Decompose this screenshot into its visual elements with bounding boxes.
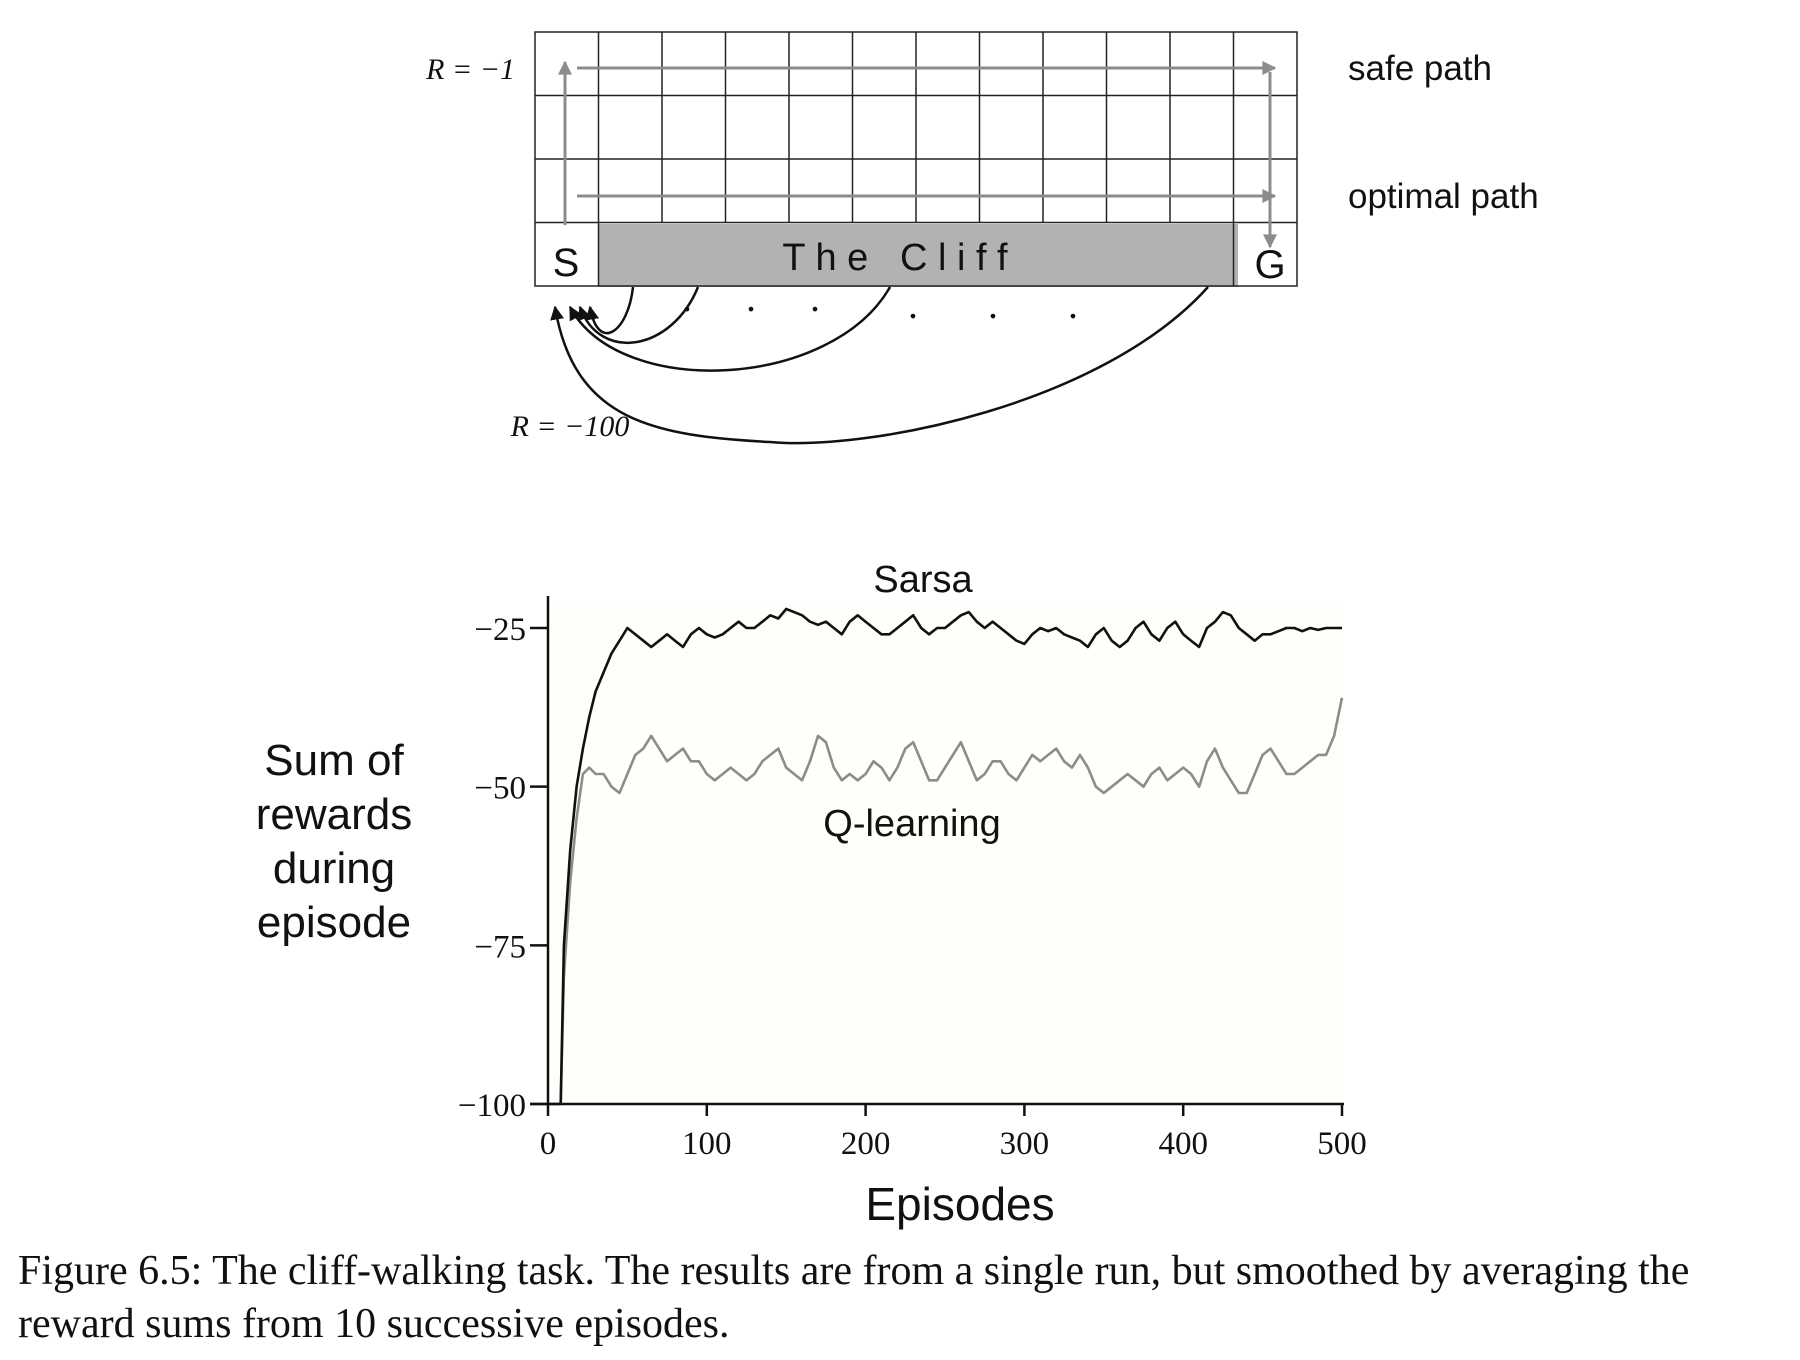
x-axis-label: Episodes bbox=[865, 1178, 1054, 1230]
sarsa-series-label: Sarsa bbox=[873, 559, 973, 601]
y-tick-label: −50 bbox=[474, 771, 526, 807]
safe-path-arrows bbox=[558, 60, 1277, 249]
plot-area bbox=[548, 600, 1344, 1100]
x-tick-label: 100 bbox=[682, 1126, 732, 1162]
cliff-reward-label: R = −100 bbox=[510, 410, 630, 443]
optimal-path-label: optimal path bbox=[1348, 177, 1539, 216]
y-tick-label: −100 bbox=[458, 1088, 526, 1124]
y-tick-label: −25 bbox=[474, 612, 526, 648]
gridworld-diagram: S G T h e C l i f f safe path optimal pa… bbox=[425, 31, 1539, 445]
y-tick-label: −75 bbox=[474, 929, 526, 965]
y-axis-label-line: rewards bbox=[256, 790, 413, 839]
cliff-fall-curve-4 bbox=[550, 286, 1209, 445]
q-learning-series-line bbox=[549, 697, 1344, 1106]
y-ticks: −25 −50 −75 −100 bbox=[458, 612, 548, 1124]
x-tick-label: 200 bbox=[841, 1126, 891, 1162]
y-axis-label-line: Sum of bbox=[264, 736, 404, 785]
grid-lines bbox=[534, 31, 1298, 287]
y-axis-label: Sum of rewards during episode bbox=[256, 736, 413, 947]
cliff-fall-curve-1 bbox=[585, 286, 635, 335]
start-cell-label: S bbox=[553, 241, 580, 285]
step-reward-label: R = −1 bbox=[425, 53, 515, 86]
cliff-label: T h e C l i f f bbox=[782, 237, 1008, 279]
cliff-fall-curve-2 bbox=[577, 286, 700, 344]
goal-cell-label: G bbox=[1254, 243, 1285, 287]
cliff-region bbox=[598, 224, 1238, 287]
figure-caption: Figure 6.5: The cliff-walking task. The … bbox=[18, 1248, 1690, 1347]
y-axis-label-line: during bbox=[273, 844, 395, 893]
x-tick-label: 500 bbox=[1317, 1126, 1367, 1162]
sarsa-series-line bbox=[549, 607, 1342, 1106]
series-layer bbox=[549, 607, 1344, 1106]
x-tick-label: 300 bbox=[1000, 1126, 1050, 1162]
y-axis-label-line: episode bbox=[257, 898, 411, 947]
dots-right: . . . bbox=[908, 282, 1108, 327]
safe-path-label: safe path bbox=[1348, 49, 1492, 88]
cliff-fall-curves bbox=[550, 286, 1209, 445]
x-ticks: 0 100 200 300 400 500 bbox=[540, 1104, 1367, 1162]
reward-chart: 0 100 200 300 400 500 −25 −50 −75 −100 Sarsa Q-l… bbox=[256, 559, 1367, 1230]
dots-left: . . . bbox=[682, 275, 842, 320]
q-learning-series-label: Q-learning bbox=[823, 803, 1000, 845]
cliff-fall-curve-3 bbox=[568, 286, 892, 372]
x-tick-label: 0 bbox=[540, 1126, 557, 1162]
x-tick-label: 400 bbox=[1158, 1126, 1208, 1162]
